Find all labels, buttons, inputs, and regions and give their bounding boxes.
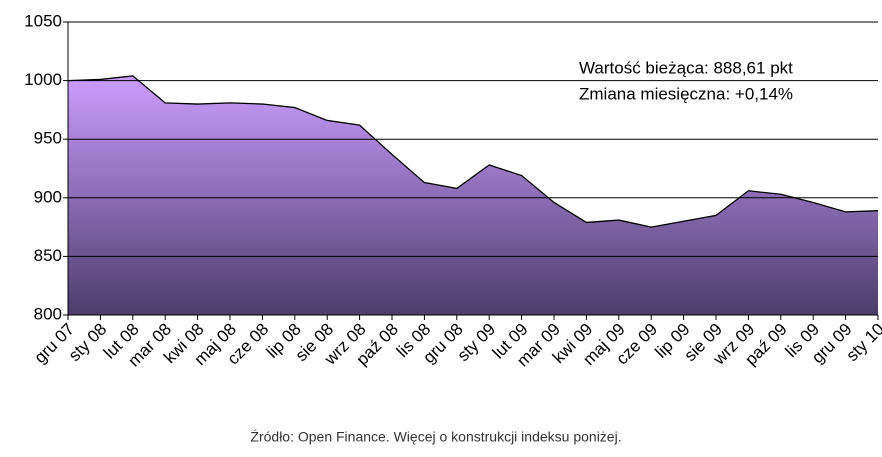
- area: [68, 75, 878, 315]
- y-tick-label: 1000: [24, 70, 62, 89]
- annotation: Zmiana miesięczna: +0,14%: [579, 84, 793, 103]
- y-tick-label: 800: [34, 304, 62, 323]
- y-tick-label: 850: [34, 246, 62, 265]
- y-tick-label: 900: [34, 187, 62, 206]
- x-tick-label: sty 09: [454, 320, 500, 366]
- x-tick-label: sty 08: [65, 320, 111, 366]
- source: Źródło: Open Finance. Więcej o konstrukc…: [250, 429, 621, 445]
- annotation: Wartość bieżąca: 888,61 pkt: [579, 58, 793, 77]
- x-tick-label: gru 07: [30, 320, 78, 368]
- y-tick-label: 1050: [24, 11, 62, 30]
- y-tick-label: 950: [34, 129, 62, 148]
- line: [67, 75, 879, 228]
